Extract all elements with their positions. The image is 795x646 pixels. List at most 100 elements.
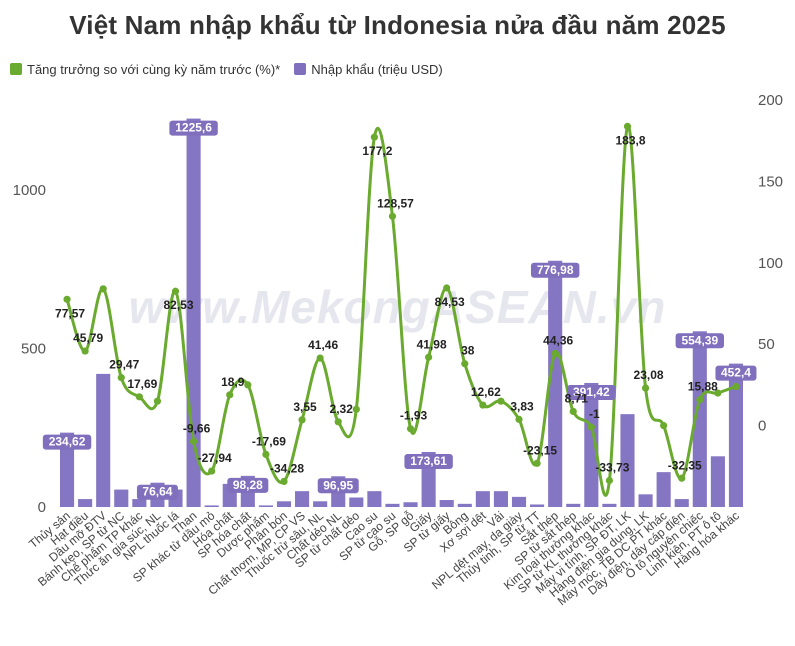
- bar[interactable]: [114, 489, 129, 507]
- bar-label-bg: [136, 484, 178, 500]
- growth-point[interactable]: [226, 391, 234, 399]
- growth-point[interactable]: [117, 374, 125, 382]
- bar[interactable]: [349, 497, 364, 507]
- growth-point[interactable]: [660, 422, 668, 430]
- line-data-label: 128,57: [377, 196, 414, 210]
- growth-point[interactable]: [533, 459, 541, 467]
- bar[interactable]: [276, 501, 292, 507]
- growth-point[interactable]: [569, 407, 577, 416]
- bar-data-label: 96,95: [323, 478, 353, 492]
- bar[interactable]: [530, 504, 545, 507]
- left-axis: 0 500 1000: [13, 182, 46, 516]
- growth-point[interactable]: [497, 397, 505, 405]
- bar[interactable]: [728, 363, 744, 507]
- growth-point[interactable]: [63, 295, 71, 303]
- bar[interactable]: [548, 260, 563, 507]
- growth-point[interactable]: [298, 416, 306, 424]
- bar[interactable]: [674, 499, 689, 507]
- growth-point[interactable]: [334, 418, 342, 426]
- line-data-label: -32,35: [668, 458, 702, 472]
- growth-point[interactable]: [605, 476, 614, 485]
- bar[interactable]: [132, 499, 147, 507]
- bar[interactable]: [566, 503, 581, 507]
- growth-point[interactable]: [189, 437, 198, 445]
- growth-point[interactable]: [171, 287, 180, 295]
- growth-point[interactable]: [262, 450, 270, 458]
- bar-label-bg: [42, 434, 92, 450]
- growth-point[interactable]: [551, 349, 559, 357]
- bar[interactable]: [186, 118, 201, 508]
- growth-point[interactable]: [153, 397, 162, 405]
- bar[interactable]: [385, 503, 400, 507]
- line-data-label: -1,93: [400, 409, 428, 423]
- legend-item-growth[interactable]: Tăng trưởng so với cùng kỳ năm trước (%)…: [10, 62, 280, 77]
- line-data-label: 77,57: [55, 306, 85, 320]
- line-data-label: 23,08: [634, 368, 664, 382]
- line-data-label: 2,32: [330, 402, 354, 416]
- bar-data-label: 98,28: [233, 478, 263, 492]
- growth-point[interactable]: [461, 360, 469, 368]
- bar-label-bg: [567, 384, 616, 400]
- growth-point[interactable]: [135, 393, 143, 401]
- bar[interactable]: [511, 496, 527, 507]
- bar[interactable]: [96, 373, 111, 507]
- line-data-label: -27,94: [198, 451, 232, 465]
- growth-point[interactable]: [208, 467, 216, 475]
- bar[interactable]: [439, 500, 454, 507]
- growth-point[interactable]: [678, 474, 686, 482]
- line-data-label: 84,53: [435, 295, 465, 309]
- right-axis-tick: 100: [758, 255, 783, 272]
- bar[interactable]: [584, 382, 599, 507]
- bar-label-bg: [530, 262, 580, 278]
- growth-point[interactable]: [425, 353, 433, 361]
- bar[interactable]: [78, 499, 93, 507]
- bar[interactable]: [313, 501, 328, 507]
- bar[interactable]: [493, 491, 508, 507]
- bar[interactable]: [620, 414, 635, 507]
- bar[interactable]: [258, 505, 273, 507]
- growth-point[interactable]: [81, 347, 89, 355]
- line-data-label: 3,55: [293, 400, 317, 414]
- bar[interactable]: [710, 456, 725, 507]
- growth-point[interactable]: [388, 212, 397, 220]
- line-data-label: 8,71: [565, 391, 589, 405]
- growth-point[interactable]: [99, 285, 107, 293]
- growth-point[interactable]: [623, 122, 632, 130]
- growth-point[interactable]: [732, 382, 740, 391]
- growth-point[interactable]: [479, 401, 487, 409]
- bar[interactable]: [692, 331, 707, 507]
- growth-point[interactable]: [352, 405, 360, 413]
- right-axis-tick: 50: [758, 336, 775, 353]
- line-data-label: 41,98: [417, 337, 447, 351]
- growth-point[interactable]: [280, 477, 288, 486]
- bar[interactable]: [602, 503, 617, 507]
- growth-point[interactable]: [370, 133, 378, 141]
- right-axis-tick: 0: [758, 418, 766, 435]
- line-data-label: 17,69: [127, 377, 157, 391]
- growth-point[interactable]: [714, 389, 722, 397]
- growth-point[interactable]: [641, 384, 650, 392]
- bar[interactable]: [403, 502, 418, 507]
- right-axis-tick: 150: [758, 173, 783, 190]
- bar[interactable]: [475, 491, 490, 507]
- growth-point[interactable]: [406, 425, 415, 433]
- bar[interactable]: [59, 432, 75, 507]
- bar-data-label: 234,62: [49, 435, 86, 449]
- growth-point[interactable]: [696, 396, 704, 404]
- growth-point[interactable]: [443, 284, 451, 292]
- growth-point[interactable]: [316, 354, 324, 362]
- legend-item-import[interactable]: Nhập khẩu (triệu USD): [294, 62, 443, 77]
- bar[interactable]: [295, 491, 310, 507]
- bar[interactable]: [204, 505, 219, 507]
- line-data-label: 41,46: [308, 338, 338, 352]
- bar[interactable]: [457, 503, 472, 507]
- bar[interactable]: [656, 472, 671, 507]
- bar[interactable]: [638, 494, 653, 507]
- line-data-label: 44,36: [543, 333, 573, 347]
- growth-point[interactable]: [587, 423, 595, 431]
- growth-point[interactable]: [244, 381, 252, 389]
- growth-point[interactable]: [515, 415, 523, 423]
- bar[interactable]: [367, 491, 382, 507]
- line-data-label: -34,28: [270, 461, 304, 475]
